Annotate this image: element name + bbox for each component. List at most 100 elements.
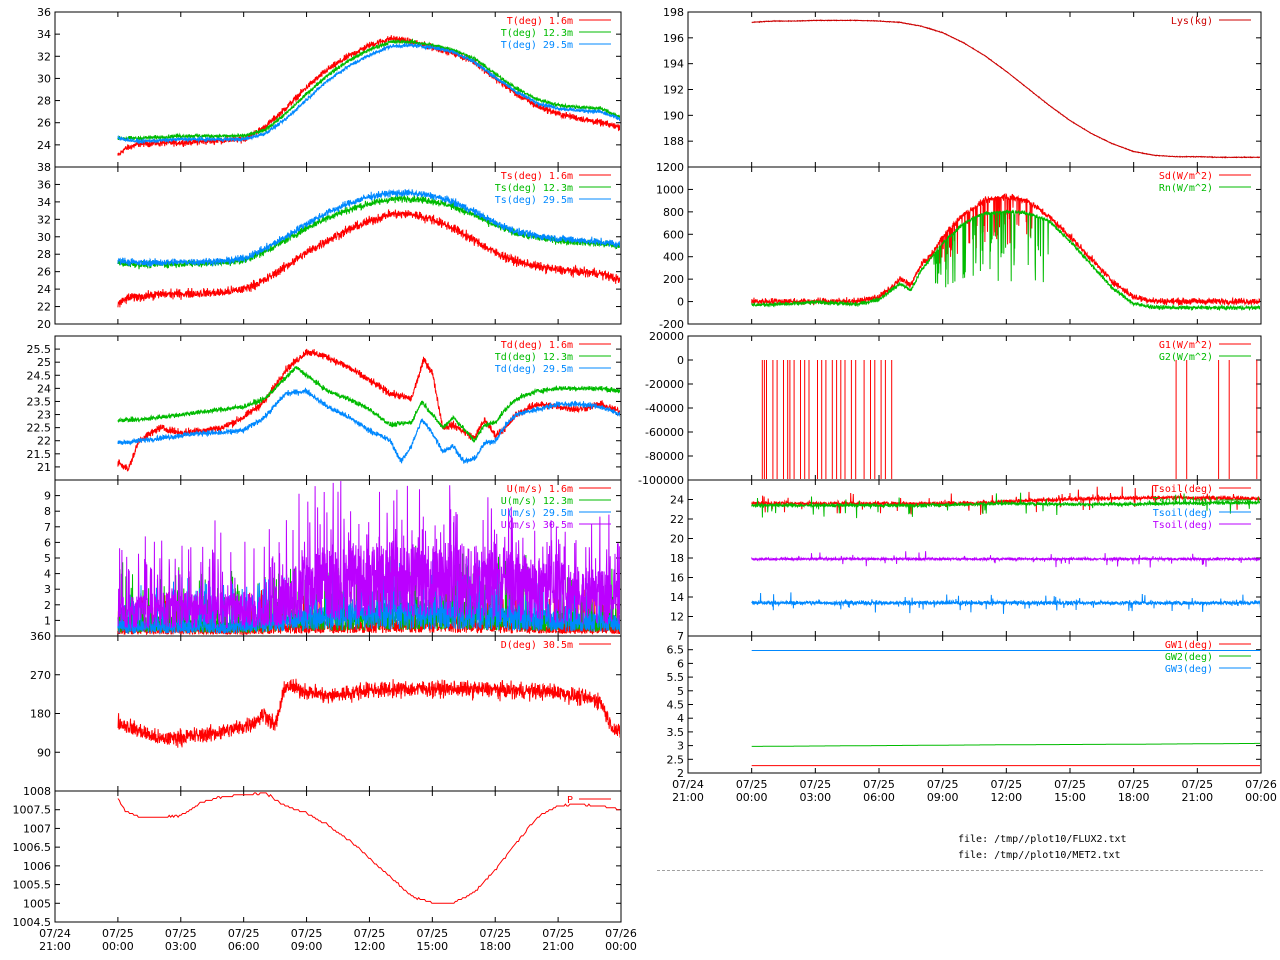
x-tick-label-time: 00:00 — [102, 940, 134, 953]
panel-Rad: -200 0 200 400 600 800 1000 1200 Sd(W/m^2)Rn(W/m… — [656, 161, 1262, 331]
y-tick-label: 21 — [37, 461, 51, 474]
x-tick-label-time: 00:00 — [1245, 791, 1277, 804]
panel-Tsoil: 12141618202224Tsoil(deg)Tsoil(deg)Tsoil(… — [670, 479, 1262, 637]
y-tick-label: 6.5 — [667, 644, 685, 657]
legend-label: Ts(deg) 1.6m — [501, 171, 573, 182]
x-tick-label-time: 06:00 — [863, 791, 895, 804]
series-line-Td-0 — [117, 348, 620, 472]
y-tick-label: 270 — [30, 669, 51, 682]
x-tick-label-time: 12:00 — [354, 940, 386, 953]
y-tick-label: -100000 — [638, 474, 684, 487]
y-tick-label: 4 — [677, 712, 684, 725]
y-tick-label: 190 — [663, 109, 684, 122]
x-tick-label-time: 00:00 — [736, 791, 768, 804]
series-line-Ts-2 — [117, 188, 620, 267]
plot-frame — [687, 11, 1262, 168]
y-tick-label: 400 — [663, 251, 684, 264]
series-line-GW-1 — [751, 742, 1260, 747]
panel-D: 90 180 270 360 D(deg) 30.5m — [30, 630, 622, 792]
y-tick-label: 20 — [37, 318, 51, 331]
y-tick-label: 3 — [677, 740, 684, 753]
x-tick-label-date: 07/25 — [1118, 778, 1150, 791]
y-tick-label: 28 — [37, 95, 51, 108]
y-tick-label: 24.5 — [27, 369, 52, 382]
x-tick-label-date: 07/24 — [39, 927, 71, 940]
legend-label: Tsoil(deg) — [1153, 484, 1213, 495]
x-tick-label-time: 21:00 — [39, 940, 71, 953]
y-tick-label: 24 — [37, 382, 51, 395]
x-tick-label-date: 07/25 — [927, 778, 959, 791]
y-tick-label: 24 — [37, 283, 51, 296]
series-line-Rad-1 — [751, 209, 1260, 312]
y-tick-label: 25 — [37, 356, 51, 369]
series-line-T-1 — [117, 38, 620, 142]
x-tick-label-date: 07/25 — [1054, 778, 1086, 791]
y-tick-label: 23 — [37, 409, 51, 422]
x-tick-label-time: 18:00 — [1118, 791, 1150, 804]
y-tick-label: 4.5 — [667, 699, 685, 712]
y-tick-label: 34 — [37, 28, 51, 41]
y-tick-label: 0 — [677, 296, 684, 309]
series-line-T-0 — [117, 35, 620, 156]
y-tick-label: 26 — [37, 266, 51, 279]
plot-frame — [54, 166, 622, 325]
x-tick-label-date: 07/25 — [863, 778, 895, 791]
legend-label: Ts(deg) 12.3m — [495, 183, 573, 194]
y-tick-label: -80000 — [645, 450, 684, 463]
legend-label: Td(deg) 29.5m — [495, 364, 573, 375]
y-tick-label: 26 — [37, 117, 51, 130]
panel-P: 1004.5 1005 1005.5 1006 1006.5 1007 1007.5 1008… — [13, 785, 637, 953]
y-tick-label: 23.5 — [27, 395, 52, 408]
plot-frame — [687, 166, 1262, 325]
y-tick-label: -200 — [659, 318, 684, 331]
legend-label: U(m/s) 12.3m — [501, 496, 573, 507]
legend-label: P — [567, 795, 573, 806]
panel-GW: 22.533.544.555.566.57 GW1(deg)GW2(deg)GW3… — [667, 630, 1277, 804]
y-tick-label: 7 — [677, 630, 684, 643]
footer-separator — [657, 870, 1263, 871]
series-line-Ts-0 — [117, 209, 620, 308]
y-tick-label: 5.5 — [667, 671, 685, 684]
y-tick-label: 24 — [37, 139, 51, 152]
y-tick-label: 30 — [37, 231, 51, 244]
y-tick-label: 22.5 — [27, 422, 52, 435]
y-tick-label: 5 — [677, 685, 684, 698]
x-tick-label-time: 00:00 — [605, 940, 637, 953]
series-line-Tsoil-2 — [751, 592, 1260, 614]
legend-label: Td(deg) 12.3m — [495, 352, 573, 363]
y-tick-label: 188 — [663, 135, 684, 148]
x-tick-label-time: 03:00 — [165, 940, 197, 953]
y-tick-label: -60000 — [645, 426, 684, 439]
x-tick-label-date: 07/26 — [605, 927, 637, 940]
panel-Lys: 188 190 192 194 196 198 Lys(kg) — [663, 6, 1262, 168]
x-tick-label-date: 07/25 — [102, 927, 134, 940]
x-tick-label-time: 15:00 — [416, 940, 448, 953]
y-tick-label: 2 — [677, 767, 684, 780]
y-tick-label: 9 — [44, 490, 51, 503]
y-tick-label: 2.5 — [667, 753, 685, 766]
y-tick-label: 6 — [677, 657, 684, 670]
y-tick-label: 1 — [44, 614, 51, 627]
y-tick-label: 6 — [44, 536, 51, 549]
y-tick-label: 1006.5 — [13, 841, 52, 854]
series-line-Td-2 — [117, 387, 620, 464]
y-tick-label: 32 — [37, 213, 51, 226]
y-tick-label: 30 — [37, 72, 51, 85]
series-line-U-3 — [117, 481, 620, 629]
y-tick-label: 1005.5 — [13, 879, 52, 892]
y-tick-label: 194 — [663, 58, 684, 71]
x-tick-label-time: 12:00 — [990, 791, 1022, 804]
legend-label: T(deg) 29.5m — [501, 40, 573, 51]
y-tick-label: 3 — [44, 583, 51, 596]
y-tick-label: 22 — [37, 435, 51, 448]
legend-label: Tsoil(deg) — [1153, 508, 1213, 519]
y-tick-label: 24 — [670, 494, 684, 507]
y-tick-label: 180 — [30, 708, 51, 721]
series-line-Lys-0 — [751, 19, 1260, 159]
y-tick-label: 1006 — [23, 860, 51, 873]
x-tick-label-date: 07/25 — [228, 927, 260, 940]
x-tick-label-time: 06:00 — [228, 940, 260, 953]
y-tick-label: 90 — [37, 746, 51, 759]
